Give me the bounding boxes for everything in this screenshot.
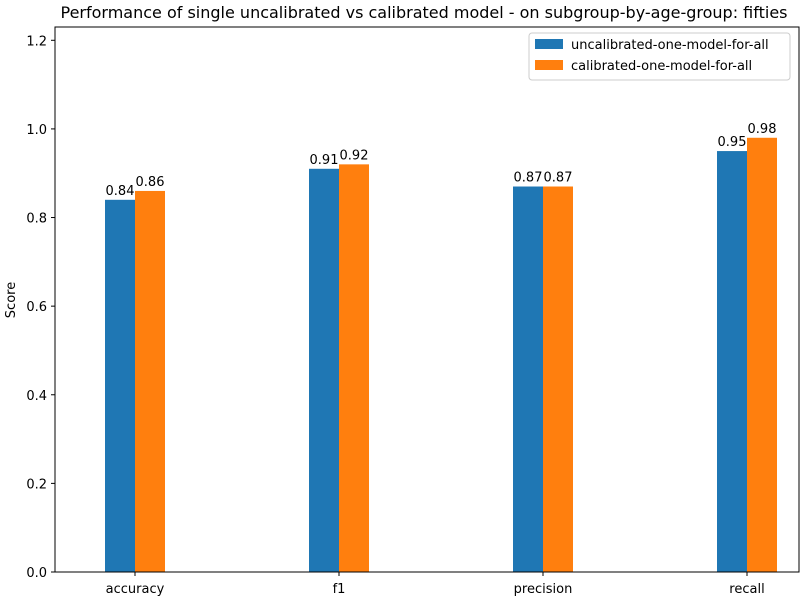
data-label-recall-calibrated: 0.98 <box>748 122 777 137</box>
data-label-f1-calibrated: 0.92 <box>340 148 369 163</box>
data-label-precision-uncalibrated: 0.87 <box>514 171 543 186</box>
plot-frame <box>54 26 800 573</box>
legend-swatch-calibrated <box>535 60 563 70</box>
legend-swatch-uncalibrated <box>535 39 563 49</box>
bar-recall-uncalibrated <box>717 151 747 572</box>
bar-precision-calibrated <box>543 186 573 572</box>
x-tick-label-recall: recall <box>729 582 764 597</box>
data-label-precision-calibrated: 0.87 <box>544 171 573 186</box>
y-tick-label: 0.4 <box>26 389 47 404</box>
data-label-f1-uncalibrated: 0.91 <box>310 153 339 168</box>
bar-recall-calibrated <box>747 137 777 573</box>
bar-precision-uncalibrated <box>513 186 543 572</box>
data-label-recall-uncalibrated: 0.95 <box>718 135 747 150</box>
data-label-accuracy-calibrated: 0.86 <box>136 175 165 190</box>
bar-accuracy-calibrated <box>135 190 165 572</box>
x-tick-label-accuracy: accuracy <box>106 582 165 597</box>
y-tick-label: 0.8 <box>26 212 47 227</box>
x-tick-label-precision: precision <box>514 582 573 597</box>
legend-label-calibrated: calibrated-one-model-for-all <box>571 59 752 74</box>
plot-area: 0.840.86 accuracy 0.91 0.92 f1 0.87 0.87 precis… <box>26 26 800 597</box>
legend-box <box>528 32 791 81</box>
chart-title: Performance of single uncalibrated vs ca… <box>60 3 787 22</box>
y-tick-label: 0.2 <box>26 477 47 492</box>
y-tick-label: 1.2 <box>26 34 47 49</box>
data-label-accuracy-uncalibrated: 0.84 <box>106 184 135 199</box>
x-tick-label-f1: f1 <box>333 582 346 597</box>
y-tick-label: 0.6 <box>26 300 47 315</box>
bar-f1-calibrated <box>339 164 369 572</box>
legend: uncalibrated-one-model-for-all calibrated… <box>528 32 791 81</box>
bar-f1-uncalibrated <box>309 168 339 572</box>
bar-accuracy-uncalibrated <box>105 199 135 572</box>
y-tick-label: 1.0 <box>26 123 47 138</box>
legend-label-uncalibrated: uncalibrated-one-model-for-all <box>571 38 769 53</box>
y-tick-label: 0.0 <box>26 566 47 581</box>
y-axis-label: Score <box>4 282 19 318</box>
